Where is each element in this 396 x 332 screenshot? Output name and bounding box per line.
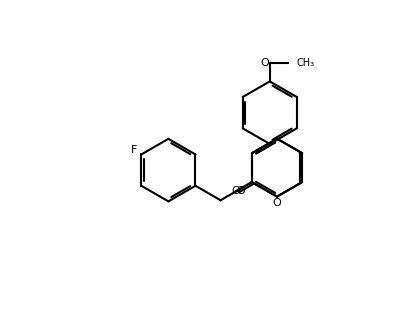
Text: CH₃: CH₃ bbox=[296, 58, 314, 68]
Text: O: O bbox=[272, 198, 282, 208]
Text: F: F bbox=[131, 145, 137, 155]
Text: O: O bbox=[237, 186, 246, 196]
Text: O: O bbox=[232, 186, 241, 196]
Text: O: O bbox=[261, 58, 269, 68]
